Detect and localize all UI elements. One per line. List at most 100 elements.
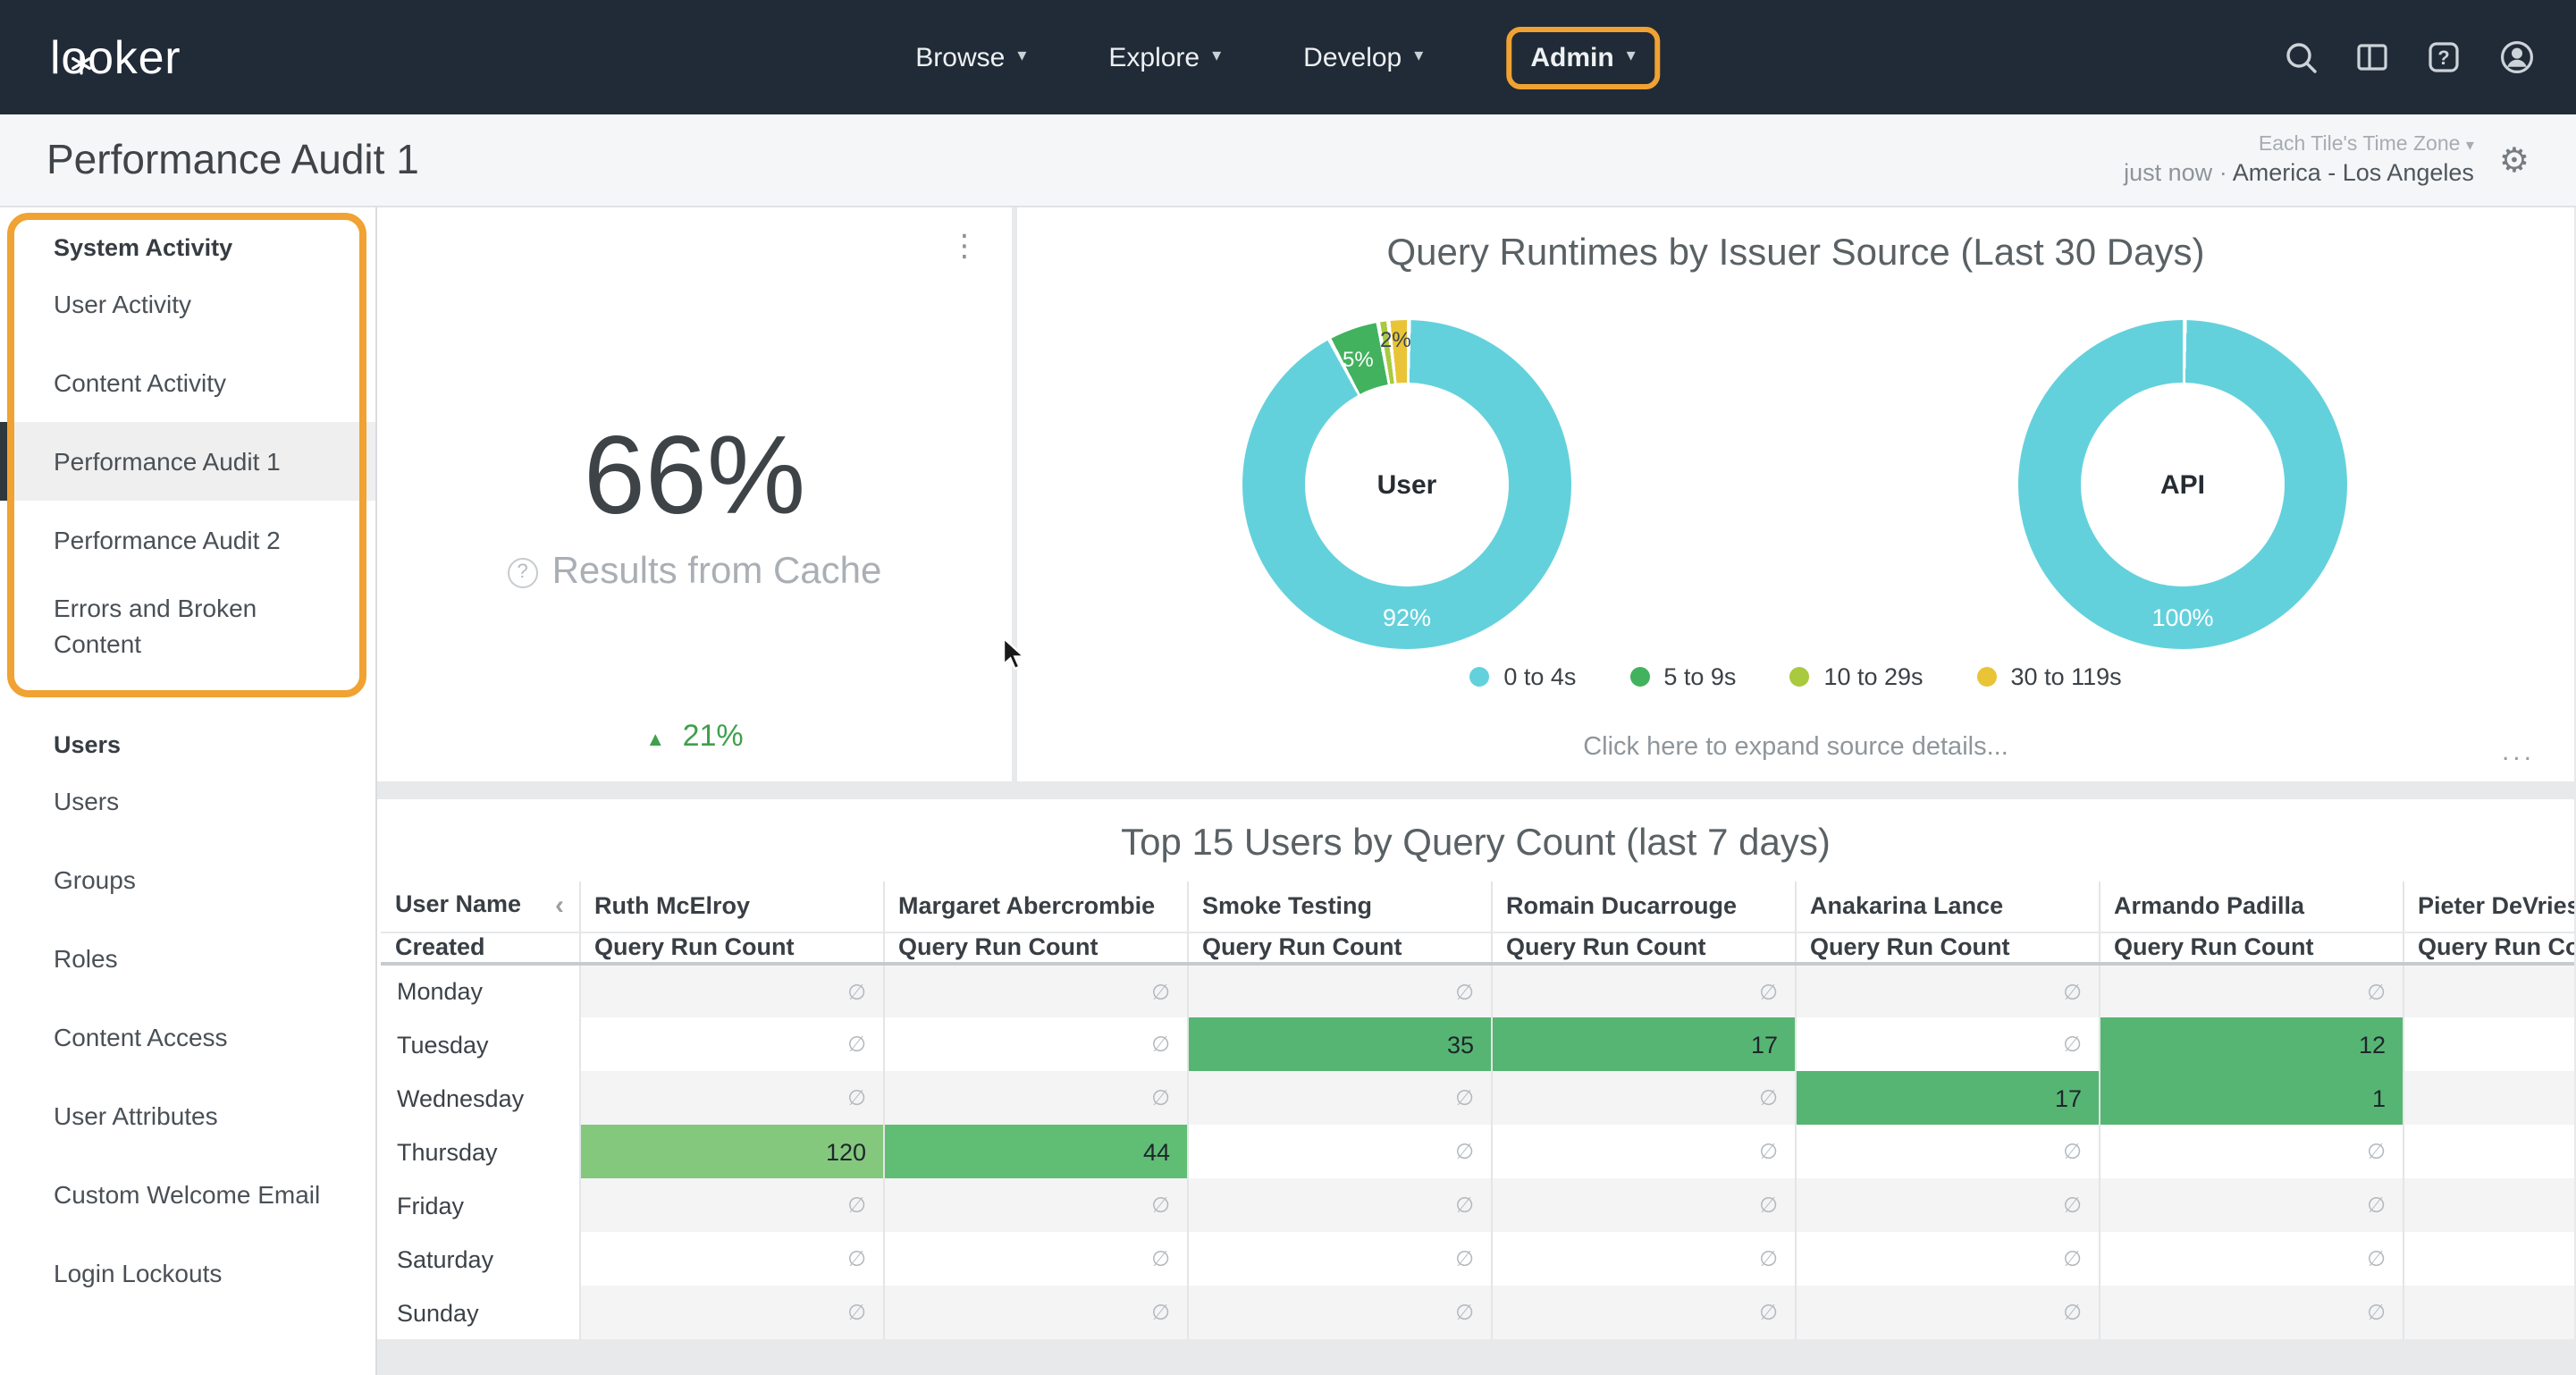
measure-header[interactable]: Query Run Count xyxy=(1794,932,2099,966)
nav-item-develop[interactable]: Develop ▾ xyxy=(1303,42,1423,72)
table-cell[interactable]: ∅ xyxy=(882,1286,1187,1339)
tile-more-actions[interactable]: ... xyxy=(2501,737,2535,767)
table-cell[interactable]: ∅ xyxy=(2402,1017,2574,1071)
table-cell[interactable]: ∅ xyxy=(1186,964,1491,1017)
table-cell[interactable]: ∅ xyxy=(578,1017,883,1071)
table-cell[interactable]: ∅ xyxy=(2098,1286,2403,1339)
table-cell[interactable]: ∅ xyxy=(1490,1178,1795,1232)
column-header-anakarina-lance[interactable]: Anakarina Lance xyxy=(1794,882,2099,932)
table-cell[interactable]: ∅ xyxy=(1490,964,1795,1017)
table-cell[interactable]: ∅ xyxy=(1490,1286,1795,1339)
account-icon[interactable] xyxy=(2497,38,2537,77)
table-cell[interactable]: ∅ xyxy=(2402,1178,2574,1232)
sidebar-item-content-access[interactable]: Content Access xyxy=(54,1023,228,1052)
table-cell[interactable]: ∅ xyxy=(2402,1125,2574,1178)
help-icon[interactable]: ? xyxy=(2426,39,2462,75)
measure-header[interactable]: Query Run Count xyxy=(882,932,1187,966)
table-cell[interactable]: ∅ xyxy=(1186,1286,1491,1339)
table-cell[interactable]: ∅ xyxy=(2402,1286,2574,1339)
table-cell[interactable]: ∅ xyxy=(1490,1232,1795,1286)
sidebar-item-errors-and-broken-content[interactable]: Errors and Broken Content xyxy=(54,594,257,659)
nav-item-admin[interactable]: Admin ▾ xyxy=(1505,26,1661,89)
table-cell[interactable]: ∅ xyxy=(578,1071,883,1125)
search-icon[interactable] xyxy=(2283,39,2319,75)
measure-header[interactable]: Query Run Count xyxy=(1490,932,1795,966)
table-cell[interactable]: 12 xyxy=(2098,1017,2403,1071)
table-cell[interactable]: ∅ xyxy=(2402,964,2574,1017)
legend-item-30-to-119s[interactable]: 30 to 119s xyxy=(1976,663,2122,690)
table-cell[interactable]: ∅ xyxy=(1794,1286,2099,1339)
table-cell[interactable]: ∅ xyxy=(1490,1071,1795,1125)
table-cell[interactable]: ∅ xyxy=(882,964,1187,1017)
column-header-ruth-mcelroy[interactable]: Ruth McElroy xyxy=(578,882,883,932)
table-cell[interactable]: 44 xyxy=(882,1125,1187,1178)
sidebar-item-login-lockouts[interactable]: Login Lockouts xyxy=(54,1259,223,1288)
settings-gear-icon[interactable]: ⚙ xyxy=(2498,140,2530,180)
table-cell[interactable]: ∅ xyxy=(2098,1125,2403,1178)
table-cell[interactable]: 35 xyxy=(1186,1017,1491,1071)
measure-header[interactable]: Query Run Count xyxy=(578,932,883,966)
sidebar-item-performance-audit-2[interactable]: Performance Audit 2 xyxy=(54,525,281,554)
table-cell[interactable]: ∅ xyxy=(1794,964,2099,1017)
up-arrow-icon: ▲ xyxy=(645,730,666,751)
table-cell[interactable]: ∅ xyxy=(578,964,883,1017)
collapse-column-icon[interactable]: ‹ xyxy=(555,890,564,922)
legend-item-0-to-4s[interactable]: 0 to 4s xyxy=(1469,663,1576,690)
column-header-margaret-abercrombie[interactable]: Margaret Abercrombie xyxy=(882,882,1187,932)
nav-item-browse[interactable]: Browse ▾ xyxy=(915,42,1026,72)
timezone-selector-label: Each Tile's Time Zone xyxy=(2258,134,2461,156)
donut-chart-user[interactable]: User 92% 5% 2% xyxy=(1242,320,1571,649)
sidebar-item-content-activity[interactable]: Content Activity xyxy=(54,367,226,397)
table-cell[interactable]: ∅ xyxy=(1186,1178,1491,1232)
table-cell[interactable]: ∅ xyxy=(2402,1232,2574,1286)
legend-item-10-to-29s[interactable]: 10 to 29s xyxy=(1789,663,1924,690)
table-cell[interactable]: 120 xyxy=(578,1125,883,1178)
table-cell[interactable]: ∅ xyxy=(2402,1071,2574,1125)
expand-source-details-link[interactable]: Click here to expand source details... xyxy=(1583,733,2008,762)
table-cell[interactable]: ∅ xyxy=(1794,1125,2099,1178)
table-cell[interactable]: 17 xyxy=(1794,1071,2099,1125)
table-cell[interactable]: ∅ xyxy=(2098,1178,2403,1232)
sidebar-item-user-attributes[interactable]: User Attributes xyxy=(54,1101,218,1131)
timezone-selector[interactable]: Each Tile's Time Zone ▾ xyxy=(2124,134,2474,156)
column-header-smoke-testing[interactable]: Smoke Testing xyxy=(1186,882,1491,932)
table-cell[interactable]: ∅ xyxy=(882,1071,1187,1125)
table-cell[interactable]: ∅ xyxy=(1794,1017,2099,1071)
table-cell[interactable]: ∅ xyxy=(2098,1232,2403,1286)
table-cell[interactable]: ∅ xyxy=(1186,1071,1491,1125)
measure-header[interactable]: Query Run Count xyxy=(1186,932,1491,966)
sidebar-item-users[interactable]: Users xyxy=(54,787,120,816)
sidebar-item-user-activity[interactable]: User Activity xyxy=(54,289,192,318)
table-cell[interactable]: ∅ xyxy=(578,1232,883,1286)
marketplace-grid-icon[interactable] xyxy=(2354,39,2390,75)
row-dimension-header[interactable]: Created xyxy=(381,932,579,966)
table-cell[interactable]: ∅ xyxy=(1794,1178,2099,1232)
looker-logo[interactable]: looker xyxy=(50,30,181,85)
table-cell[interactable]: ∅ xyxy=(1186,1125,1491,1178)
sidebar-item-roles[interactable]: Roles xyxy=(54,944,118,974)
measure-header[interactable]: Query Run Count xyxy=(2402,932,2574,966)
sidebar-item-performance-audit-1[interactable]: Performance Audit 1 xyxy=(0,422,375,501)
column-header-pieter-devries[interactable]: Pieter DeVries xyxy=(2402,882,2574,932)
sidebar-item-groups[interactable]: Groups xyxy=(54,865,136,895)
table-cell[interactable]: ∅ xyxy=(578,1286,883,1339)
table-cell[interactable]: ∅ xyxy=(1490,1125,1795,1178)
table-cell[interactable]: ∅ xyxy=(1794,1232,2099,1286)
column-header-romain-ducarrouge[interactable]: Romain Ducarrouge xyxy=(1490,882,1795,932)
nav-item-explore[interactable]: Explore ▾ xyxy=(1108,42,1221,72)
legend-item-5-to-9s[interactable]: 5 to 9s xyxy=(1629,663,1736,690)
table-cell[interactable]: 1 xyxy=(2098,1071,2403,1125)
table-cell[interactable]: 17 xyxy=(1490,1017,1795,1071)
table-cell[interactable]: ∅ xyxy=(882,1232,1187,1286)
column-header-user-name[interactable]: User Name ‹ xyxy=(381,882,579,932)
donut-chart-api[interactable]: API 100% xyxy=(2018,320,2347,649)
measure-header[interactable]: Query Run Count xyxy=(2098,932,2403,966)
sidebar-item-custom-welcome-email[interactable]: Custom Welcome Email xyxy=(54,1180,321,1210)
table-cell[interactable]: ∅ xyxy=(882,1017,1187,1071)
table-cell[interactable]: ∅ xyxy=(882,1178,1187,1232)
column-header-armando-padilla[interactable]: Armando Padilla xyxy=(2098,882,2403,932)
table-cell[interactable]: ∅ xyxy=(2098,964,2403,1017)
table-cell[interactable]: ∅ xyxy=(578,1178,883,1232)
kebab-menu-icon[interactable]: ⋮ xyxy=(949,229,980,265)
table-cell[interactable]: ∅ xyxy=(1186,1232,1491,1286)
